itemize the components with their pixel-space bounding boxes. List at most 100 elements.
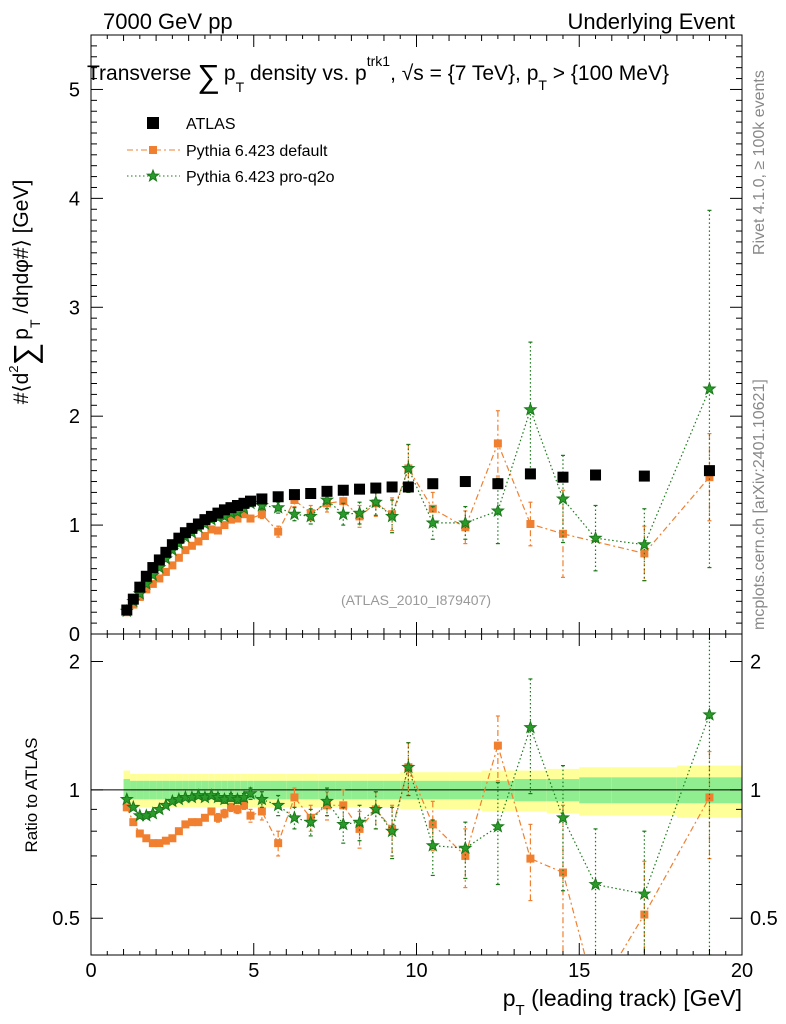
pro-point: [458, 515, 473, 529]
y-tick-label-main: 1: [69, 515, 80, 537]
ratio-pro-point: [243, 786, 258, 800]
pro-point: [352, 505, 367, 520]
pro-point: [490, 503, 505, 517]
atlas-point: [127, 593, 139, 605]
atlas-point: [238, 497, 250, 509]
y-tick-label-ratio-right: 1: [750, 780, 761, 802]
x-tick-label: 10: [405, 960, 427, 982]
ratio-pro-point: [191, 788, 206, 802]
ratio-pro-point: [637, 886, 652, 900]
default-point: [226, 515, 235, 524]
ratio-default-point: [290, 793, 299, 802]
legend-marker-atlas: [147, 117, 159, 129]
default-point: [246, 514, 255, 523]
y-tick-label-ratio: 1: [69, 780, 80, 802]
pro-point: [425, 515, 440, 529]
atlas-point: [160, 546, 172, 558]
atlas-point: [192, 518, 204, 530]
series-layer: [119, 209, 717, 955]
atlas-point: [590, 469, 602, 481]
ratio-pro-point: [223, 790, 239, 804]
default-point: [155, 574, 164, 583]
ratio-default-point: [148, 839, 157, 848]
pro-point: [303, 508, 318, 523]
ratio-default-point: [461, 851, 470, 860]
ratio-pro-point: [555, 810, 571, 824]
plot-title: Transverse ∑ pT density vs. ptrk1, √s = {…: [87, 53, 669, 95]
x-tick-label: 0: [85, 960, 96, 982]
y-tick-label-main: 2: [69, 406, 80, 428]
ratio-default-point: [233, 805, 242, 814]
default-point: [428, 504, 437, 513]
ratio-default-point: [174, 827, 183, 836]
atlas-point: [305, 488, 317, 500]
ratio-default-point: [339, 801, 348, 810]
pro-series: [119, 209, 717, 618]
x-axis-label: pT (leading track) [GeV]: [503, 985, 742, 1019]
default-point: [355, 512, 364, 521]
default-point: [174, 553, 183, 562]
y-axis-label-main: #⟨d2∑pT /dηdφ#⟩ [GeV]: [6, 180, 43, 405]
ratio-default-point: [161, 836, 170, 845]
default-point: [181, 546, 190, 555]
ratio-pro-point: [336, 816, 351, 831]
ratio-default-point: [246, 811, 255, 820]
default-point: [135, 592, 144, 601]
ratio-default-point: [213, 813, 222, 822]
ratio-pro-point: [588, 877, 603, 891]
atlas-point: [557, 471, 569, 483]
ratio-pro-line: [126, 714, 711, 895]
atlas-point: [321, 485, 333, 497]
atlas-point: [205, 510, 217, 522]
ratio-pro-series: [119, 634, 717, 955]
legend-marker-pro: [145, 168, 161, 183]
pro-point: [287, 506, 302, 521]
default-point: [705, 473, 714, 482]
default-point: [233, 514, 242, 523]
default-point: [526, 520, 535, 529]
ratio-default-point: [355, 824, 364, 833]
y-tick-label-ratio: 0.5: [52, 908, 80, 930]
pro-point: [336, 506, 351, 521]
y-tick-label-ratio-right: 0.5: [750, 908, 778, 930]
side-text-rivet: Rivet 4.1.0, ≥ 100k events: [751, 70, 768, 255]
atlas-point: [212, 507, 224, 519]
ratio-pro-point: [303, 814, 318, 829]
y-tick-label-main: 5: [69, 79, 80, 101]
ratio-pro-point: [425, 838, 440, 852]
ratio-default-point: [181, 820, 190, 829]
ratio-pro-point: [287, 810, 302, 824]
atlas-point: [121, 604, 133, 616]
pro-point: [401, 461, 416, 475]
ratio-default-point: [142, 834, 151, 843]
ratio-pro-point: [352, 814, 367, 829]
atlas-point: [524, 468, 536, 480]
header-left: 7000 GeV pp: [103, 9, 233, 34]
default-point: [257, 510, 266, 519]
ratio-pro-point: [271, 797, 286, 812]
ratio-default-point: [493, 741, 502, 750]
default-point: [493, 439, 502, 448]
atlas-point: [153, 554, 165, 566]
atlas-point: [140, 570, 152, 582]
ratio-default-point: [168, 834, 177, 843]
x-tick-label: 5: [248, 960, 259, 982]
ratio-default-point: [135, 829, 144, 838]
atlas-point: [186, 522, 198, 534]
default-point: [239, 510, 248, 519]
default-point: [187, 541, 196, 550]
legend-marker-default: [149, 146, 157, 154]
ratio-default-point: [239, 801, 248, 810]
x-tick-label: 20: [731, 960, 753, 982]
default-point: [200, 531, 209, 540]
ratio-default-point: [226, 803, 235, 812]
ratio-pro-point: [702, 707, 717, 721]
atlas-point: [147, 562, 159, 574]
header-right: Underlying Event: [567, 9, 735, 34]
default-point: [207, 525, 216, 534]
pro-point: [588, 530, 603, 545]
ratio-default-point: [274, 839, 283, 848]
ratio-default-point: [220, 809, 229, 818]
atlas-point: [703, 465, 715, 477]
